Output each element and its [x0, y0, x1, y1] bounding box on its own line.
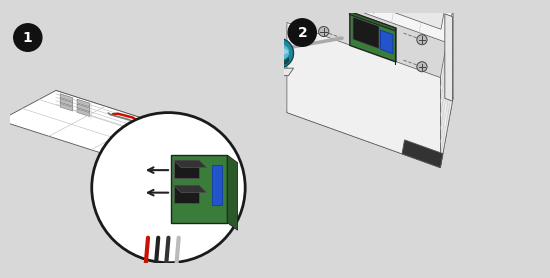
Circle shape	[417, 62, 427, 72]
Ellipse shape	[257, 47, 289, 64]
Polygon shape	[140, 135, 196, 183]
Polygon shape	[441, 8, 453, 168]
Polygon shape	[287, 23, 441, 168]
Polygon shape	[60, 103, 73, 111]
Bar	[174, 185, 199, 203]
Polygon shape	[157, 133, 175, 155]
Ellipse shape	[272, 44, 290, 60]
Circle shape	[14, 24, 42, 51]
Polygon shape	[60, 94, 73, 101]
Polygon shape	[174, 185, 207, 193]
Bar	[174, 160, 199, 178]
Circle shape	[368, 0, 378, 7]
Polygon shape	[227, 155, 238, 230]
Polygon shape	[353, 17, 379, 49]
Polygon shape	[77, 99, 90, 107]
Ellipse shape	[278, 48, 288, 54]
Bar	[171, 155, 227, 223]
Polygon shape	[402, 140, 443, 168]
Polygon shape	[293, 0, 453, 43]
Bar	[212, 165, 222, 205]
Polygon shape	[77, 109, 90, 116]
Polygon shape	[77, 104, 90, 112]
Circle shape	[417, 35, 427, 45]
Polygon shape	[129, 123, 175, 142]
Circle shape	[92, 113, 245, 263]
Polygon shape	[350, 12, 396, 62]
Circle shape	[318, 26, 329, 36]
Polygon shape	[56, 90, 196, 153]
Ellipse shape	[276, 49, 285, 55]
Circle shape	[318, 0, 329, 9]
Polygon shape	[174, 160, 207, 168]
Polygon shape	[387, 0, 445, 29]
Text: 2: 2	[298, 26, 307, 39]
Polygon shape	[268, 68, 294, 76]
Ellipse shape	[263, 38, 294, 68]
Polygon shape	[287, 43, 453, 168]
Polygon shape	[60, 98, 73, 106]
Polygon shape	[349, 12, 396, 31]
Polygon shape	[381, 30, 393, 54]
Text: 1: 1	[23, 31, 32, 44]
Polygon shape	[0, 90, 196, 165]
Polygon shape	[445, 14, 453, 101]
Circle shape	[288, 19, 316, 46]
FancyBboxPatch shape	[135, 121, 149, 131]
